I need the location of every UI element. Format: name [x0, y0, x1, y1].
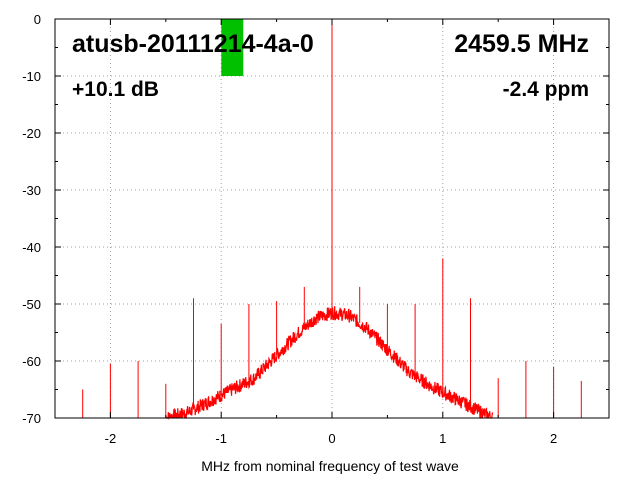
y-tick-label: -10 — [22, 69, 41, 84]
x-tick-label: 1 — [439, 431, 446, 446]
frequency-readout: 2459.5 MHz — [454, 30, 589, 58]
y-tick-label: -60 — [22, 354, 41, 369]
green-marker — [221, 19, 244, 76]
noise-floor-trace — [165, 306, 494, 420]
axis-ticks — [54, 18, 610, 419]
tick-labels: 0-10-20-30-40-50-60-70-2 -1 0 1 2 — [22, 12, 557, 446]
x-tick-label: -2 — [105, 431, 117, 446]
y-tick-label: -40 — [22, 240, 41, 255]
x-axis-label: MHz from nominal frequency of test wave — [201, 458, 459, 474]
y-tick-label: -30 — [22, 183, 41, 198]
x-tick-label: 2 — [550, 431, 557, 446]
y-tick-label: 0 — [34, 12, 41, 27]
gain-readout: +10.1 dB — [72, 78, 159, 101]
marker-layer — [221, 19, 244, 76]
x-tick-label: 0 — [328, 431, 335, 446]
chart-title: atusb-20111214-4a-0 — [72, 30, 314, 58]
y-tick-label: -20 — [22, 126, 41, 141]
y-tick-label: -70 — [22, 411, 41, 426]
ppm-readout: -2.4 ppm — [503, 78, 589, 101]
y-tick-label: -50 — [22, 297, 41, 312]
x-tick-label: -1 — [215, 431, 227, 446]
series-layer — [82, 19, 610, 420]
